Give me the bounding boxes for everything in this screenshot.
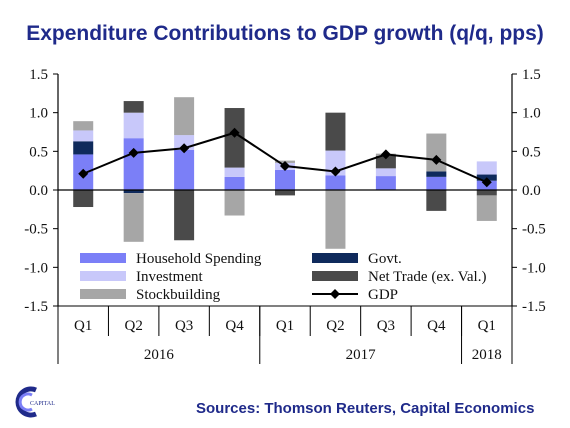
bar-household xyxy=(375,176,396,190)
gdp-line-layer xyxy=(78,127,492,188)
bar-stock xyxy=(325,190,346,249)
gdp-point xyxy=(179,143,190,154)
bar-household xyxy=(174,149,195,190)
y-tick-label-right: -1.0 xyxy=(522,260,546,276)
bar-net_trade xyxy=(224,108,245,168)
legend-label-household: Household Spending xyxy=(136,251,262,267)
bar-household xyxy=(426,176,447,190)
legend-label-investment: Investment xyxy=(136,269,203,285)
bar-net_trade xyxy=(325,112,346,151)
bar-govt xyxy=(73,141,94,155)
x-axis: Q1 Q2 Q3 Q4 Q1 Q2 Q3 Q4 Q1 2016 2017 2018 xyxy=(57,305,513,364)
gdp-point xyxy=(330,166,341,177)
year-label: 2017 xyxy=(346,347,377,363)
bar-household xyxy=(224,176,245,190)
bar-stock xyxy=(224,190,245,216)
gdp-point xyxy=(280,161,290,172)
bar-stock xyxy=(174,97,195,136)
bar-net_trade xyxy=(275,190,295,196)
gdp-point xyxy=(229,127,240,138)
legend-swatch-investment xyxy=(80,271,126,281)
bar-net_trade xyxy=(123,101,144,113)
y-tick-label-left: 1.5 xyxy=(29,67,48,83)
bar-investment xyxy=(123,112,144,139)
legend-label-net_trade: Net Trade (ex. Val.) xyxy=(368,269,486,285)
x-tick-label: Q3 xyxy=(377,318,395,334)
y-tick-label-right: -1.5 xyxy=(522,299,546,315)
bar-investment xyxy=(224,167,245,177)
x-tick-label: Q4 xyxy=(225,318,244,334)
y-tick-label-left: 0.5 xyxy=(29,144,48,160)
bar-investment xyxy=(476,161,497,175)
year-label: 2016 xyxy=(144,347,175,363)
gdp-point xyxy=(380,149,391,160)
bar-net_trade xyxy=(73,190,94,208)
y-tick-label-left: -0.5 xyxy=(24,222,48,238)
y-tick-label-right: 1.5 xyxy=(522,67,541,83)
legend-swatch-govt xyxy=(312,253,358,263)
y-tick-label-right: 0.0 xyxy=(522,183,541,199)
legend-label-govt: Govt. xyxy=(368,251,402,267)
bar-net_trade xyxy=(426,190,447,211)
x-tick-label: Q4 xyxy=(427,318,446,334)
gdp-point xyxy=(431,154,442,165)
x-tick-label: Q2 xyxy=(124,318,142,334)
gdp-point xyxy=(481,177,492,188)
bar-net_trade xyxy=(476,190,497,196)
source-note: Sources: Thomson Reuters, Capital Econom… xyxy=(196,400,535,417)
x-tick-label: Q1 xyxy=(478,318,496,334)
bar-household xyxy=(123,138,144,190)
legend-swatch-net_trade xyxy=(312,271,358,281)
logo-text: CAPITAL xyxy=(30,401,55,407)
legend: Household Spending Govt. Investment Net Tra… xyxy=(80,251,486,303)
bar-stock xyxy=(476,195,497,221)
bar-net_trade xyxy=(174,190,195,241)
legend-label-stock: Stockbuilding xyxy=(136,287,221,303)
bar-stock xyxy=(426,133,447,172)
y-tick-label-left: 0.0 xyxy=(29,183,48,199)
year-label: 2018 xyxy=(472,347,502,363)
y-tick-label-right: 0.5 xyxy=(522,144,541,160)
gdp-point xyxy=(78,168,89,179)
bar-net_trade xyxy=(375,155,396,169)
y-tick-label-left: 1.0 xyxy=(29,106,48,122)
bar-investment xyxy=(375,168,396,177)
bar-stock xyxy=(73,121,94,131)
legend-label-gdp: GDP xyxy=(368,287,398,303)
bar-investment xyxy=(73,130,94,142)
bar-govt xyxy=(123,190,144,194)
legend-swatch-household xyxy=(80,253,126,263)
gdp-point xyxy=(128,147,139,158)
x-tick-label: Q3 xyxy=(175,318,193,334)
x-tick-label: Q2 xyxy=(326,318,344,334)
y-tick-label-right: -0.5 xyxy=(522,222,546,238)
bar-household xyxy=(275,169,295,190)
legend-swatch-stock xyxy=(80,289,126,299)
x-tick-label: Q1 xyxy=(276,318,294,334)
bar-govt xyxy=(426,171,447,177)
bars-layer xyxy=(73,97,497,249)
x-tick-label: Q1 xyxy=(74,318,92,334)
bar-household xyxy=(325,175,346,190)
capital-economics-logo: CAPITAL xyxy=(15,386,55,418)
y-tick-label-left: -1.5 xyxy=(24,299,48,315)
axes-layer: 1.5 1.5 1.0 1.0 0.5 0.5 0.0 0.0 -0.5 -0.5 -1.0 -1.0… xyxy=(24,67,546,315)
y-tick-label-right: 1.0 xyxy=(522,106,541,122)
legend-marker-gdp xyxy=(330,289,340,299)
chart-title: Expenditure Contributions to GDP growth … xyxy=(26,22,544,45)
y-tick-label-left: -1.0 xyxy=(24,260,48,276)
bar-stock xyxy=(123,193,144,242)
